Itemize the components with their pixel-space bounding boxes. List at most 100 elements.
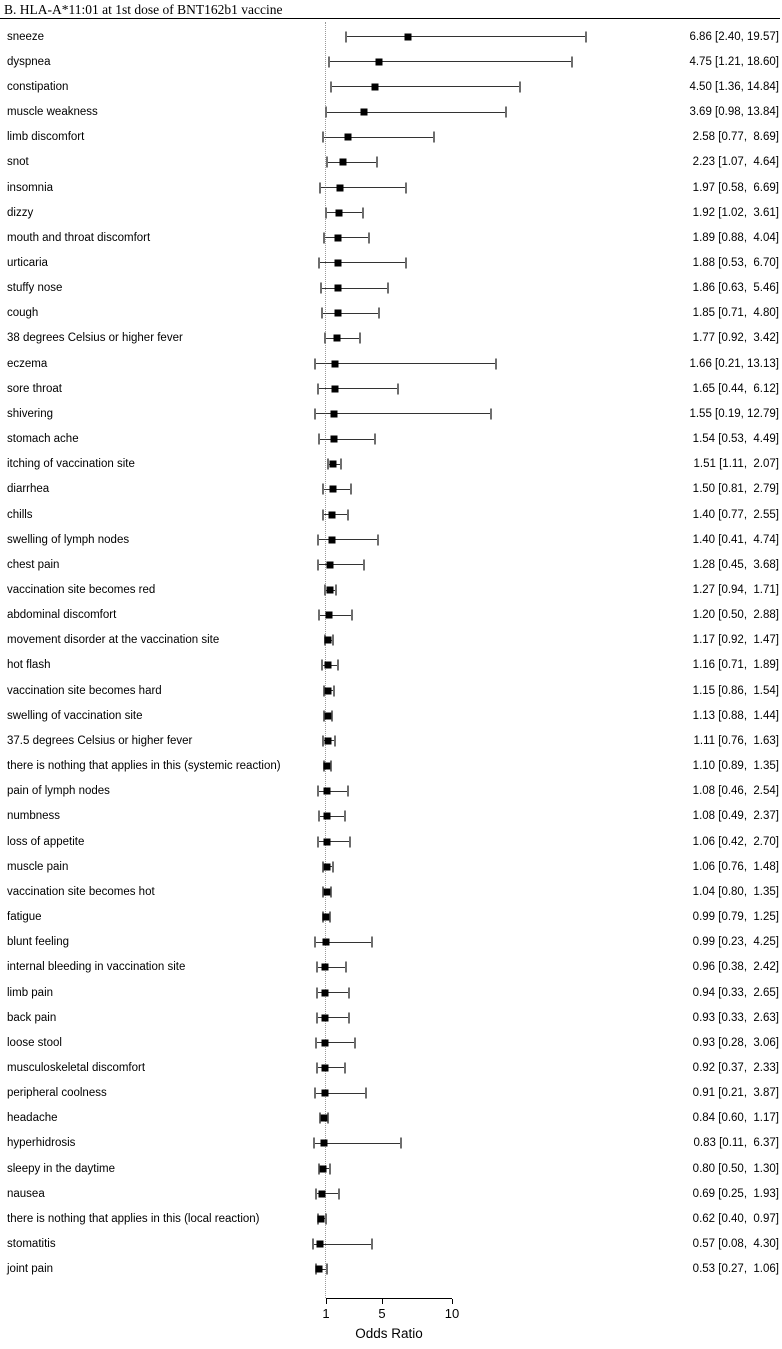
row-label: diarrhea (7, 483, 50, 496)
odds-ratio-marker (323, 888, 331, 896)
row-label: muscle weakness (7, 106, 98, 119)
ci-whisker-line (320, 287, 389, 289)
forest-row: loss of appetite 1.06 [0.42, 2.70] (0, 829, 782, 854)
forest-row: diarrhea 1.50 [0.81, 2.79] (0, 477, 782, 502)
ci-end-cap (338, 1188, 341, 1200)
ci-end-cap (323, 685, 326, 697)
ci-end-cap (404, 257, 407, 269)
ci-whisker-line (324, 337, 360, 339)
ci-end-cap (312, 1238, 315, 1250)
forest-row: vaccination site becomes hard 1.15 [0.86,… (0, 678, 782, 703)
forest-row: sleepy in the daytime 0.80 [0.50, 1.30] (0, 1156, 782, 1181)
ci-end-cap (331, 710, 334, 722)
ci-end-cap (317, 810, 320, 822)
odds-ratio-marker (329, 460, 337, 468)
row-label: internal bleeding in vaccination site (7, 961, 186, 974)
or-ci-value: 1.77 [0.92, 3.42] (692, 332, 779, 345)
row-label: hot flash (7, 659, 51, 672)
or-ci-value: 1.20 [0.50, 2.88] (692, 609, 779, 622)
ci-end-cap (323, 332, 326, 344)
forest-row: there is nothing that applies in this (l… (0, 1206, 782, 1231)
odds-ratio-marker (334, 309, 342, 317)
or-ci-value: 1.55 [0.19, 12.79] (689, 407, 779, 420)
forest-row: there is nothing that applies in this (s… (0, 754, 782, 779)
row-label: dizzy (7, 206, 34, 219)
odds-ratio-marker (320, 1114, 328, 1122)
or-ci-value: 6.86 [2.40, 19.57] (689, 30, 779, 43)
ci-end-cap (314, 1188, 317, 1200)
forest-row: chest pain 1.28 [0.45, 3.68] (0, 552, 782, 577)
ci-end-cap (358, 332, 361, 344)
x-axis-title: Odds Ratio (355, 1326, 423, 1341)
ci-whisker-line (316, 992, 350, 994)
forest-row: musculoskeletal discomfort 0.92 [0.37, 2.… (0, 1055, 782, 1080)
or-ci-value: 1.86 [0.63, 5.46] (692, 282, 779, 295)
row-label: insomnia (7, 181, 54, 194)
forest-row: blunt feeling 0.99 [0.23, 4.25] (0, 930, 782, 955)
forest-row: loose stool 0.93 [0.28, 3.06] (0, 1030, 782, 1055)
forest-row: fatigue 0.99 [0.79, 1.25] (0, 904, 782, 929)
ci-whisker-line (314, 1092, 367, 1094)
forest-row: urticaria 1.88 [0.53, 6.70] (0, 250, 782, 275)
ci-whisker-line (317, 841, 350, 843)
odds-ratio-marker (360, 108, 368, 116)
ci-end-cap (321, 735, 324, 747)
row-label: sneeze (7, 30, 45, 43)
forest-row: sneeze 6.86 [2.40, 19.57] (0, 24, 782, 49)
odds-ratio-marker (321, 989, 329, 997)
row-label: blunt feeling (7, 936, 70, 949)
or-ci-value: 1.66 [0.21, 13.13] (689, 357, 779, 370)
or-ci-value: 1.85 [0.71, 4.80] (692, 307, 779, 320)
ci-end-cap (317, 785, 320, 797)
ci-end-cap (350, 483, 353, 495)
odds-ratio-marker (323, 838, 331, 846)
row-label: vaccination site becomes hot (7, 885, 155, 898)
forest-row: nausea 0.69 [0.25, 1.93] (0, 1181, 782, 1206)
forest-row: numbness 1.08 [0.49, 2.37] (0, 804, 782, 829)
or-ci-value: 0.84 [0.60, 1.17] (692, 1112, 779, 1125)
row-label: back pain (7, 1011, 57, 1024)
ci-end-cap (396, 383, 399, 395)
row-label: swelling of vaccination site (7, 709, 143, 722)
ci-whisker-line (331, 86, 520, 88)
ci-whisker-line (318, 815, 346, 817)
odds-ratio-marker (335, 209, 343, 217)
forest-row: stomach ache 1.54 [0.53, 4.49] (0, 427, 782, 452)
ci-end-cap (362, 559, 365, 571)
ci-whisker-line (314, 413, 492, 415)
row-label: fatigue (7, 911, 42, 924)
ci-end-cap (378, 307, 381, 319)
row-label: vaccination site becomes red (7, 584, 156, 597)
forest-row: limb discomfort 2.58 [0.77, 8.69] (0, 125, 782, 150)
or-ci-value: 1.40 [0.41, 4.74] (692, 533, 779, 546)
odds-ratio-marker (334, 259, 342, 267)
odds-ratio-marker (320, 1139, 328, 1147)
or-ci-value: 0.92 [0.37, 2.33] (692, 1061, 779, 1074)
row-label: musculoskeletal discomfort (7, 1061, 146, 1074)
forest-row: hyperhidrosis 0.83 [0.11, 6.37] (0, 1131, 782, 1156)
ci-whisker-line (319, 614, 353, 616)
ci-end-cap (317, 383, 320, 395)
or-ci-value: 1.10 [0.89, 1.35] (692, 760, 779, 773)
ci-end-cap (371, 1238, 374, 1250)
odds-ratio-marker (324, 687, 332, 695)
forest-row: dyspnea 4.75 [1.21, 18.60] (0, 49, 782, 74)
ci-end-cap (339, 458, 342, 470)
ci-whisker-line (318, 388, 398, 390)
x-axis-tick (452, 1299, 453, 1304)
row-label: movement disorder at the vaccination sit… (7, 634, 220, 647)
forest-row: abdominal discomfort 1.20 [0.50, 2.88] (0, 603, 782, 628)
ci-end-cap (327, 56, 330, 68)
row-label: chills (7, 508, 33, 521)
ci-end-cap (346, 509, 349, 521)
ci-whisker-line (317, 539, 379, 541)
or-ci-value: 3.69 [0.98, 13.84] (689, 106, 779, 119)
ci-whisker-line (324, 237, 369, 239)
ci-end-cap (351, 609, 354, 621)
odds-ratio-marker (328, 536, 336, 544)
row-label: numbness (7, 810, 61, 823)
odds-ratio-marker (326, 586, 334, 594)
odds-ratio-marker (324, 636, 332, 644)
forest-row: sore throat 1.65 [0.44, 6.12] (0, 376, 782, 401)
